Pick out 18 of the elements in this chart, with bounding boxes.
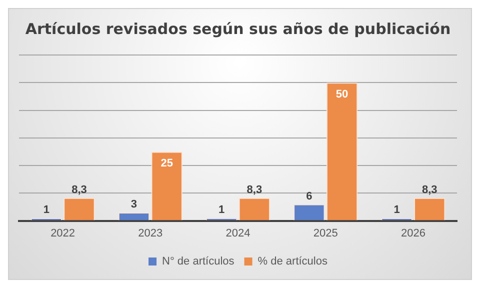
data-label: 25 <box>160 158 173 170</box>
legend-label: N° de artículos <box>162 256 235 268</box>
data-label: 1 <box>394 204 400 216</box>
chart-title: Artículos revisados según sus años de publicación <box>25 20 451 38</box>
data-label: 1 <box>218 204 225 216</box>
x-tick-label: 2024 <box>226 227 250 240</box>
data-label: 8,3 <box>422 184 438 196</box>
data-label: 50 <box>336 88 348 101</box>
legend-label: % de artículos <box>258 256 328 268</box>
data-label: 6 <box>306 190 312 202</box>
data-label: 3 <box>130 198 138 211</box>
x-tick-label: 2022 <box>50 227 76 240</box>
data-label: 8,3 <box>246 184 262 196</box>
x-tick-label: 2023 <box>138 227 163 240</box>
x-tick-label: 2026 <box>400 227 426 240</box>
data-label: 8,3 <box>72 184 87 196</box>
x-tick-label: 2025 <box>313 227 338 240</box>
data-label: 1 <box>43 204 50 216</box>
